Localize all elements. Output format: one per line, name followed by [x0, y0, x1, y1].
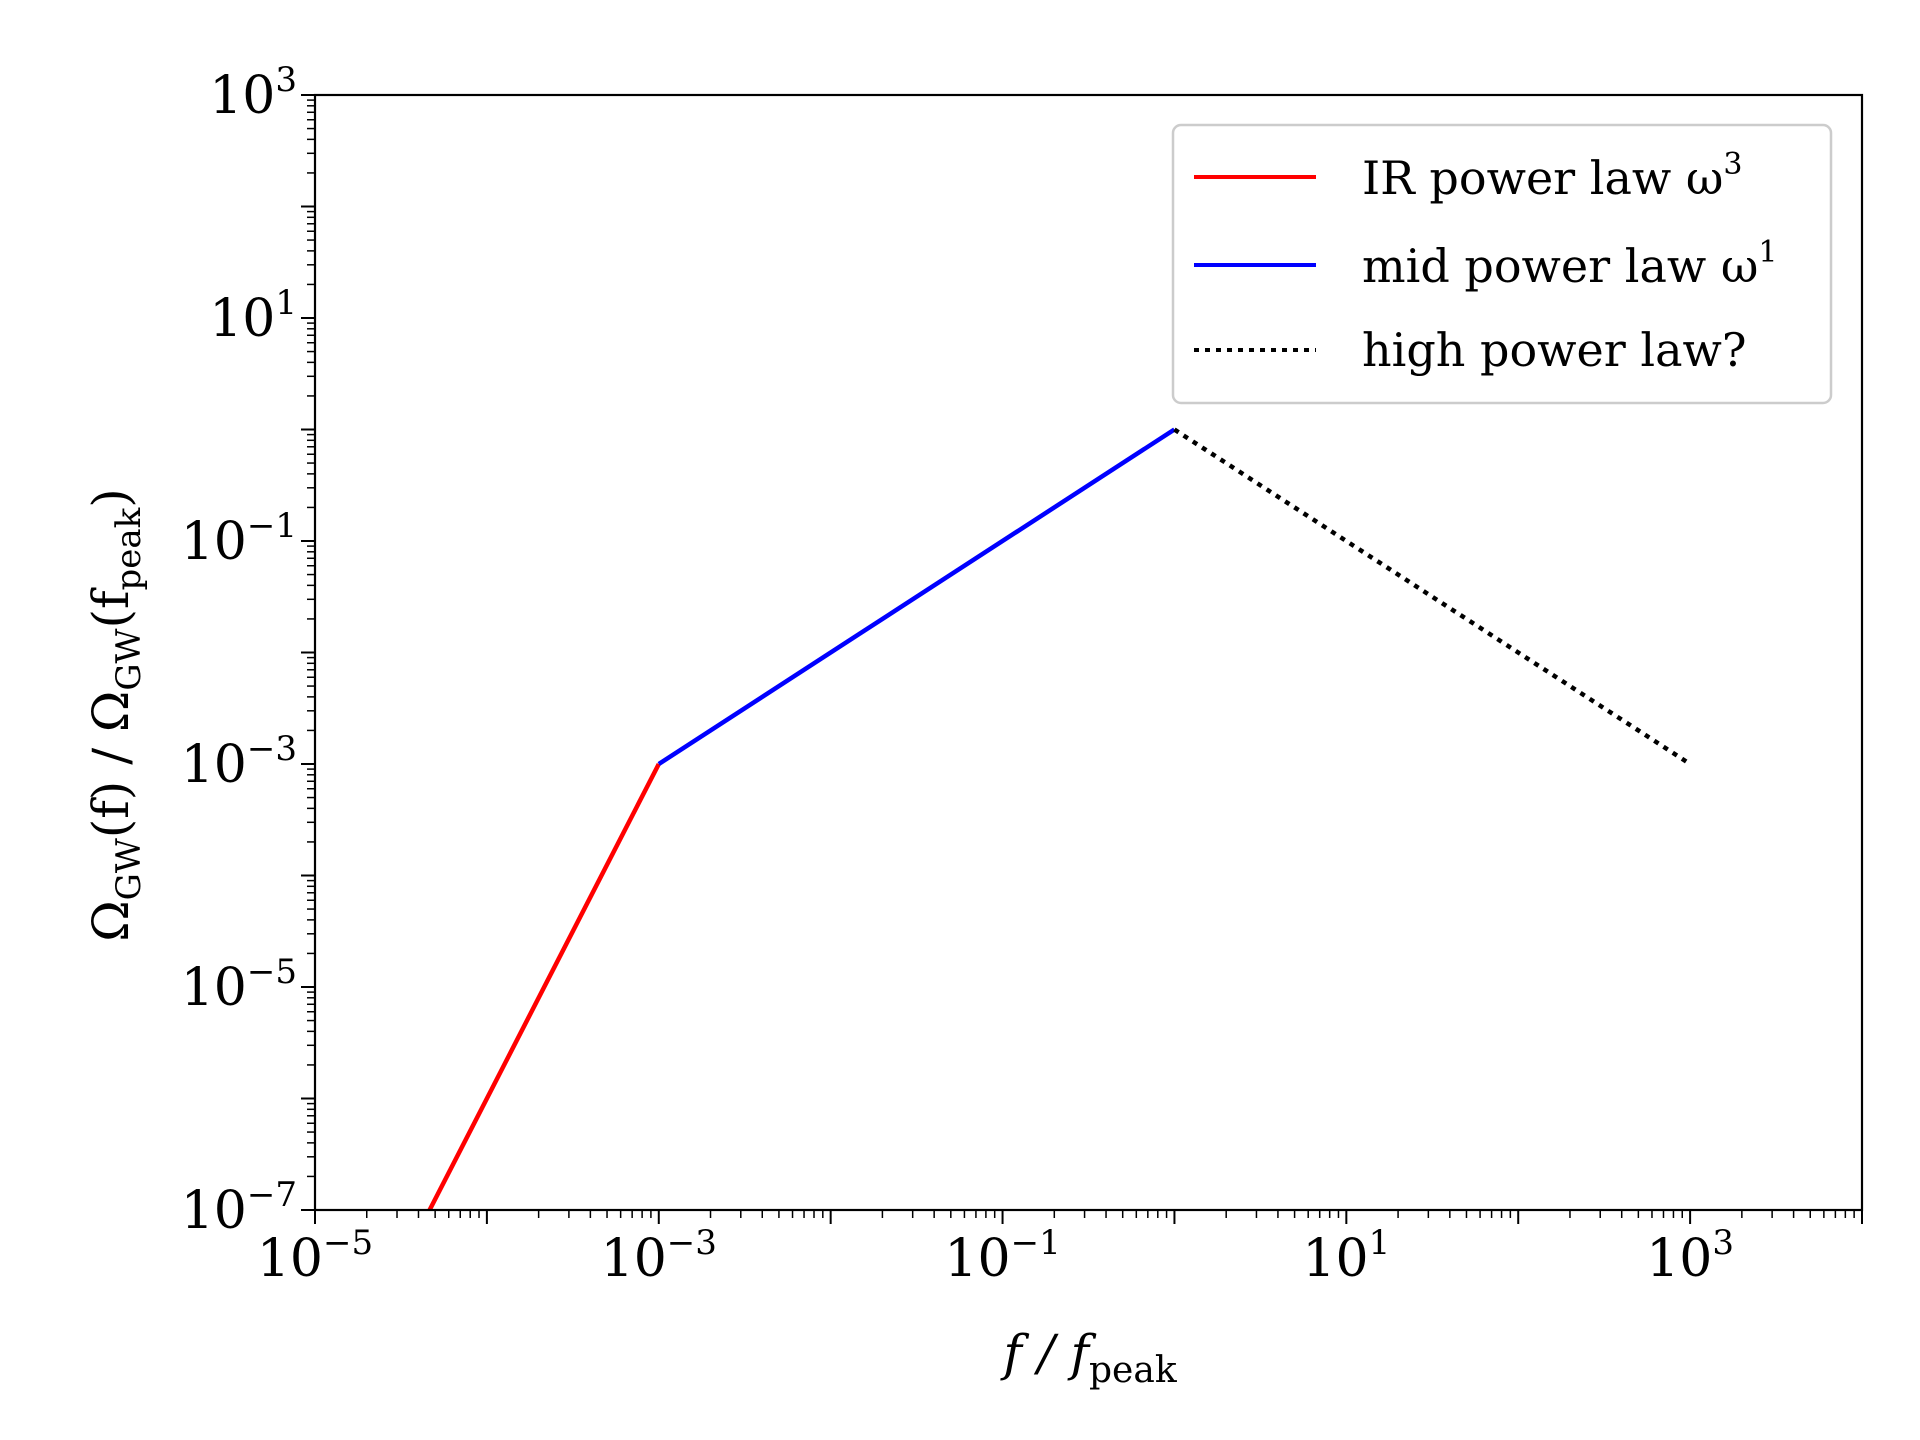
series-line-2: [1173, 427, 1692, 766]
x-tick-label: 10−1: [944, 1223, 1060, 1289]
legend-label-high: high power law?: [1362, 323, 1747, 377]
y-tick-label: 101: [209, 283, 297, 349]
y-tick-label: 10−5: [181, 952, 297, 1018]
y-tick-label: 103: [209, 60, 297, 126]
x-tick-label: 10−5: [257, 1223, 373, 1289]
series-line-0: [427, 762, 661, 1212]
y-axis-label: ΩGW(f) / ΩGW(fpeak): [82, 488, 149, 942]
y-tick-label: 10−7: [181, 1175, 297, 1241]
x-axis-label: f / fpeak: [999, 1324, 1177, 1391]
legend-label-ir: IR power law ω3: [1362, 147, 1743, 205]
y-tick-label: 10−1: [181, 506, 297, 572]
x-tick-label: 10−3: [601, 1223, 717, 1289]
series-line-1: [657, 427, 1176, 766]
series-lines: [427, 427, 1692, 1212]
x-tick-label: 101: [1302, 1223, 1390, 1289]
plot-frame: [313, 93, 1864, 1212]
axis-ticks: [301, 94, 1863, 1224]
legend-label-mid: mid power law ω1: [1362, 235, 1777, 293]
legend-box: [1171, 123, 1833, 405]
y-tick-label: 10−3: [181, 729, 297, 795]
legend: IR power law ω3 mid power law ω1 high po…: [1171, 123, 1833, 405]
x-tick-label: 103: [1646, 1223, 1734, 1289]
